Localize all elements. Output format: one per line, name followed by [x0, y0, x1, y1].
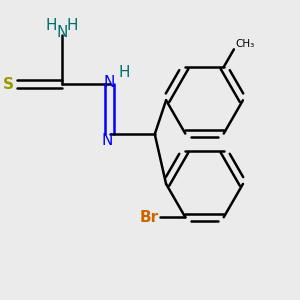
Text: N: N: [102, 133, 113, 148]
Text: H: H: [67, 18, 78, 33]
Text: N: N: [56, 25, 68, 40]
Text: S: S: [3, 77, 14, 92]
Text: Br: Br: [140, 210, 159, 225]
Text: H: H: [118, 65, 130, 80]
Text: N: N: [104, 75, 115, 90]
Text: H: H: [46, 18, 57, 33]
Text: CH₃: CH₃: [235, 39, 254, 49]
